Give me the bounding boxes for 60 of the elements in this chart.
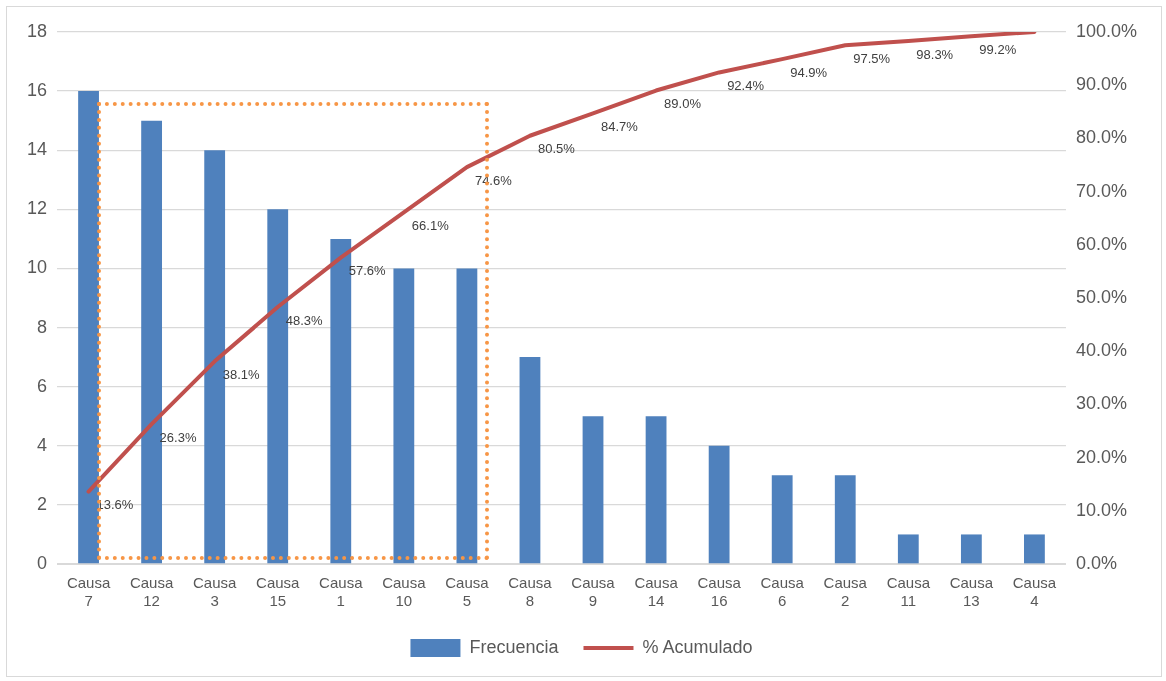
data-label: 89.0%	[664, 96, 702, 112]
bar	[519, 357, 541, 564]
bar	[582, 416, 604, 564]
x-tick-label: Causa 13	[949, 574, 994, 610]
y-tick-label: 8	[37, 316, 48, 337]
data-label: 66.1%	[411, 217, 450, 233]
x-tick-label: Causa 16	[697, 574, 742, 610]
x-tick-label: Causa 2	[823, 574, 868, 610]
y2-tick-label: 20.0%	[1075, 446, 1127, 467]
y-tick-label: 4	[37, 434, 48, 455]
y-tick-label: 6	[37, 375, 48, 396]
data-label: 92.4%	[727, 78, 765, 94]
bar	[834, 475, 856, 564]
bar	[645, 416, 667, 564]
data-label: 98.3%	[916, 46, 954, 62]
data-label: 94.9%	[790, 64, 828, 80]
bar	[78, 91, 99, 564]
bar	[1024, 534, 1045, 564]
x-tick-label: Causa 3	[192, 574, 237, 610]
legend-label: % Acumulado	[642, 636, 753, 657]
y-tick-label: 2	[37, 493, 48, 514]
y2-tick-label: 50.0%	[1075, 286, 1127, 307]
bar	[708, 445, 730, 564]
y2-tick-label: 100.0%	[1075, 20, 1138, 41]
y2-tick-label: 0.0%	[1075, 552, 1117, 573]
y2-tick-label: 60.0%	[1075, 233, 1127, 254]
x-tick-label: Causa 15	[256, 574, 301, 610]
data-label: 80.5%	[537, 141, 576, 157]
bar	[771, 475, 793, 564]
y2-tick-label: 70.0%	[1075, 180, 1127, 201]
x-tick-label: Causa 4	[1012, 574, 1057, 610]
bar	[897, 534, 919, 564]
y-tick-label: 0	[37, 552, 48, 573]
y-tick-label: 16	[26, 80, 48, 101]
y2-tick-label: 30.0%	[1075, 393, 1127, 414]
bar	[456, 268, 478, 564]
x-tick-label: Causa 11	[886, 574, 931, 610]
y-tick-label: 18	[26, 20, 48, 41]
y-tick-label: 14	[26, 139, 48, 160]
y2-tick-label: 40.0%	[1075, 340, 1127, 361]
x-tick-label: Causa 8	[508, 574, 553, 610]
x-tick-label: Causa 12	[129, 574, 174, 610]
y2-tick-label: 10.0%	[1075, 499, 1127, 520]
x-tick-label: Causa 9	[571, 574, 616, 610]
data-label: 99.2%	[979, 41, 1017, 57]
data-label: 97.5%	[853, 50, 891, 66]
x-tick-label: Causa 10	[382, 574, 427, 610]
x-tick-label: Causa 5	[445, 574, 490, 610]
bar	[393, 268, 415, 564]
x-tick-label: Causa 1	[319, 574, 364, 610]
x-tick-label: Causa 14	[634, 574, 679, 610]
y2-tick-label: 80.0%	[1075, 127, 1127, 148]
x-tick-label: Causa 7	[66, 574, 111, 610]
data-label: 84.7%	[601, 118, 639, 134]
bar	[960, 534, 982, 564]
y-tick-label: 10	[26, 257, 48, 278]
y2-tick-label: 90.0%	[1075, 74, 1127, 95]
x-tick-label: Causa 6	[760, 574, 805, 610]
legend-label: Frecuencia	[469, 636, 560, 657]
y-tick-label: 12	[26, 198, 48, 219]
